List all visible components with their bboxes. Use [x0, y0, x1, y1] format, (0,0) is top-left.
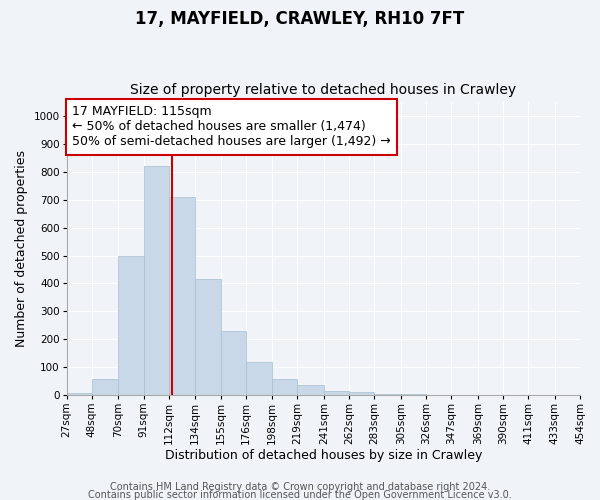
Text: Contains HM Land Registry data © Crown copyright and database right 2024.: Contains HM Land Registry data © Crown c… [110, 482, 490, 492]
Title: Size of property relative to detached houses in Crawley: Size of property relative to detached ho… [130, 83, 517, 97]
Text: 17 MAYFIELD: 115sqm
← 50% of detached houses are smaller (1,474)
50% of semi-det: 17 MAYFIELD: 115sqm ← 50% of detached ho… [72, 106, 391, 148]
Bar [169, 197, 195, 395]
Bar [324, 390, 349, 395]
Bar [349, 392, 374, 395]
Bar [374, 394, 401, 395]
Bar [401, 394, 426, 395]
Bar [246, 362, 272, 395]
Bar [118, 256, 143, 395]
Bar [143, 166, 169, 395]
Bar [67, 392, 92, 395]
Text: Contains public sector information licensed under the Open Government Licence v3: Contains public sector information licen… [88, 490, 512, 500]
Bar [92, 380, 118, 395]
X-axis label: Distribution of detached houses by size in Crawley: Distribution of detached houses by size … [164, 450, 482, 462]
Y-axis label: Number of detached properties: Number of detached properties [15, 150, 28, 347]
Bar [195, 280, 221, 395]
Text: 17, MAYFIELD, CRAWLEY, RH10 7FT: 17, MAYFIELD, CRAWLEY, RH10 7FT [136, 10, 464, 28]
Bar [221, 331, 246, 395]
Bar [298, 385, 324, 395]
Bar [272, 379, 298, 395]
